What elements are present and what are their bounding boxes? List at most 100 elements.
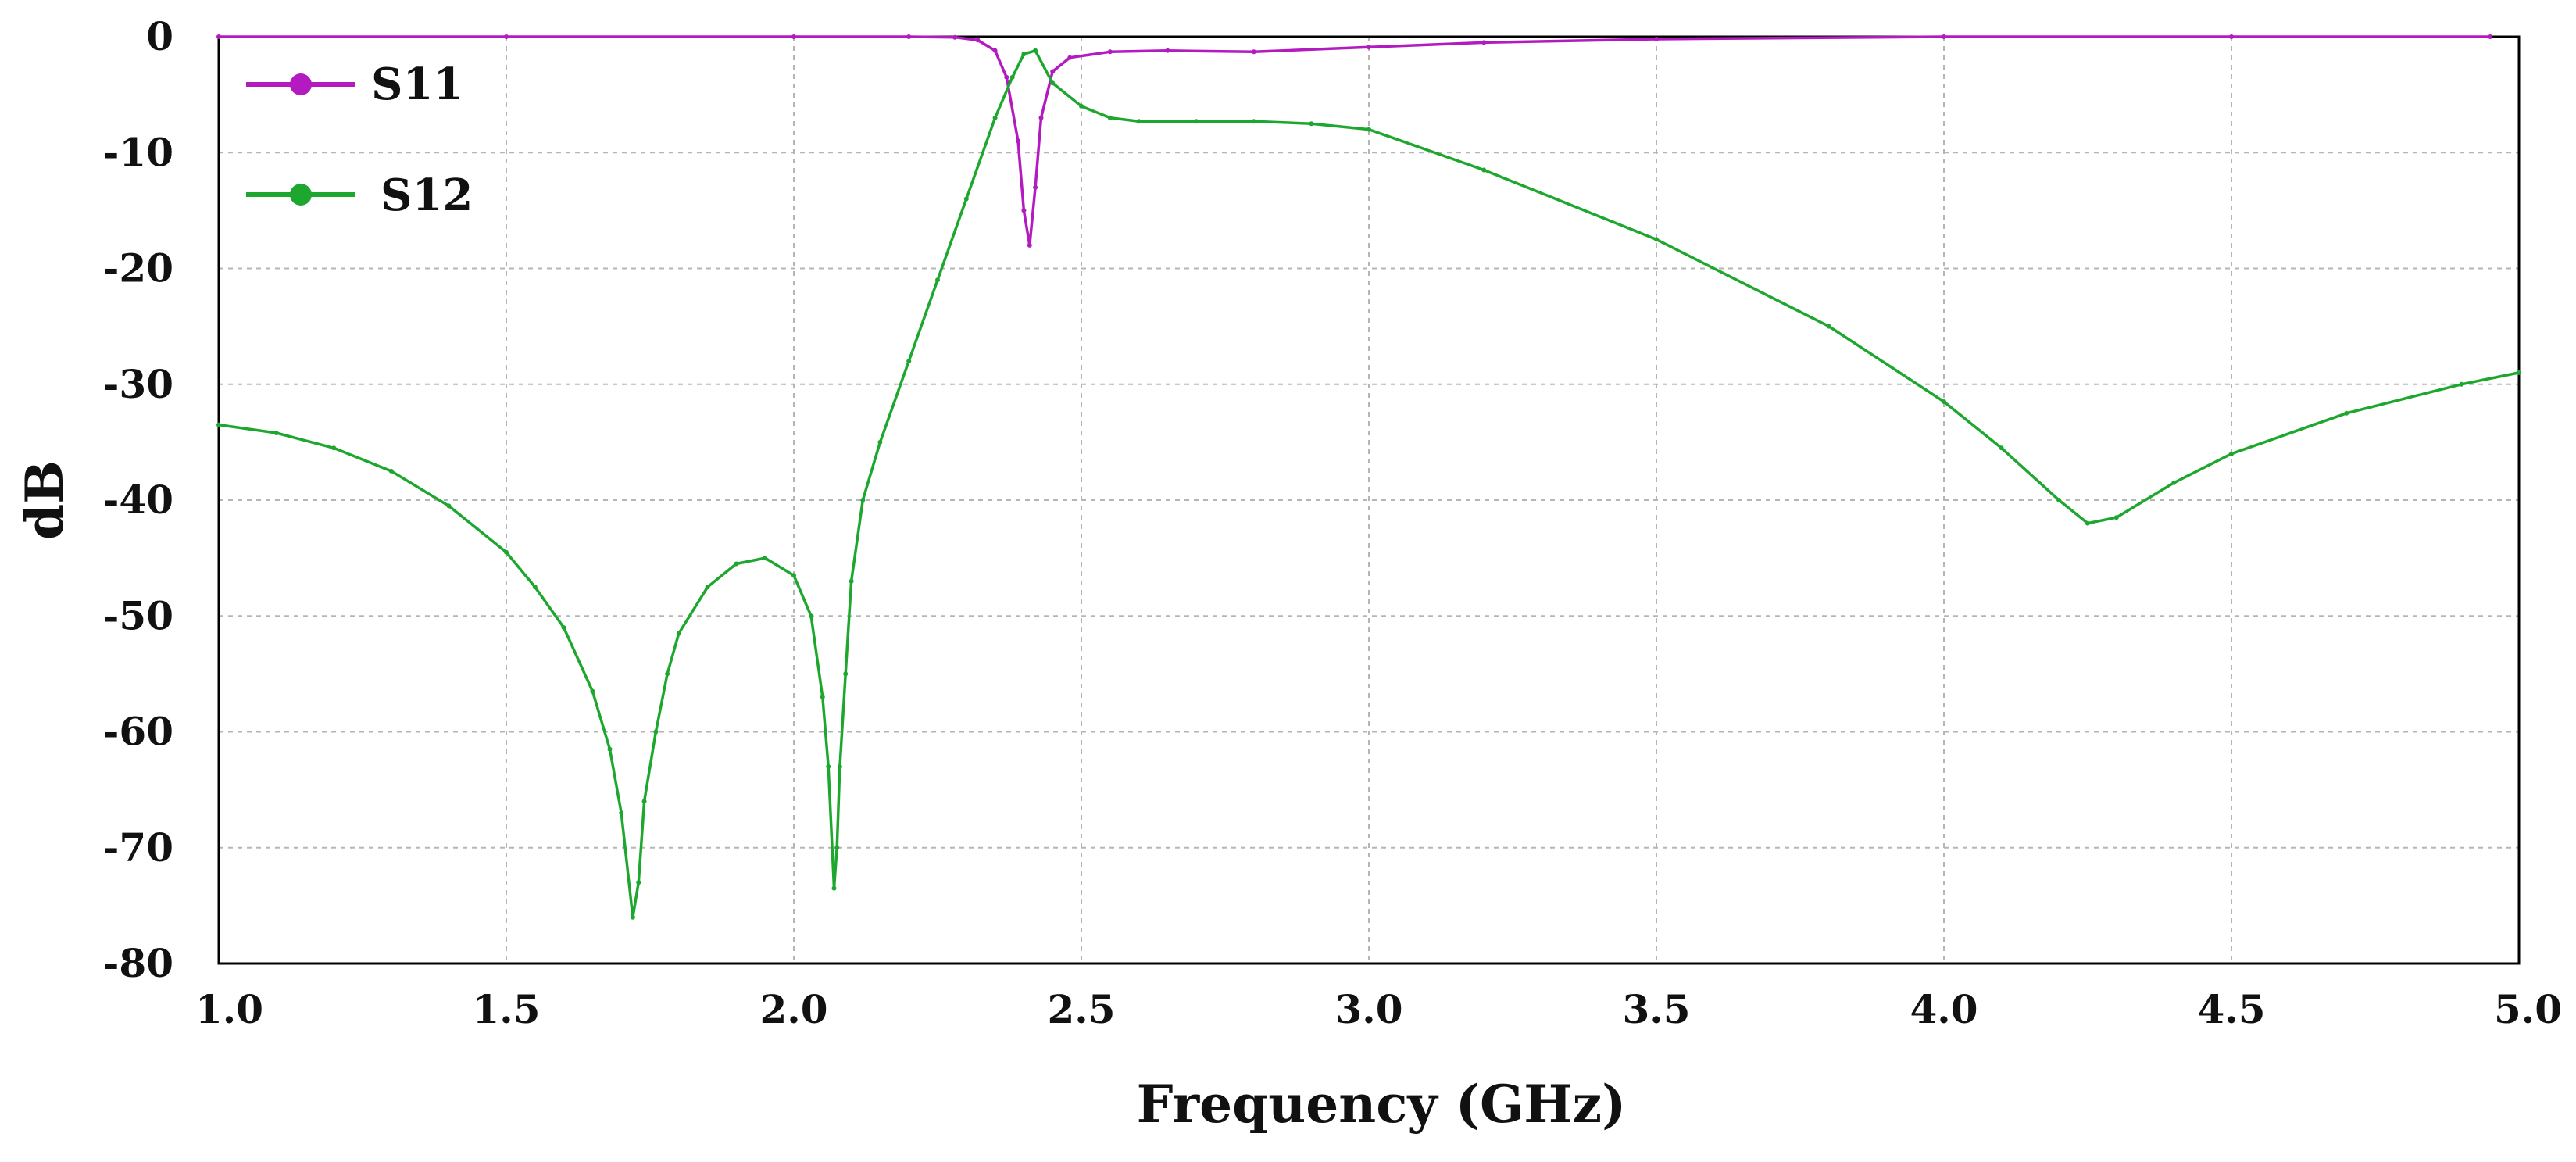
data-point-s11: [1165, 48, 1170, 53]
data-point-s12: [705, 585, 710, 590]
data-point-s12: [388, 468, 394, 474]
data-point-s12: [2517, 370, 2521, 375]
data-point-s11: [1654, 37, 1659, 41]
data-point-s11: [952, 34, 958, 40]
legend-swatch-marker-s11: [290, 73, 312, 95]
y-tick-label: -60: [103, 709, 173, 755]
data-point-s11: [1033, 184, 1038, 190]
plot-area-frame: [217, 35, 2521, 965]
data-point-s12: [1367, 127, 1371, 132]
data-point-s12: [834, 845, 840, 850]
data-point-s12: [849, 578, 854, 584]
data-point-s11: [1021, 208, 1027, 213]
data-point-s11: [1481, 40, 1487, 45]
x-tick-label: 3.5: [1623, 986, 1691, 1032]
data-point-s11: [1050, 69, 1056, 74]
data-point-s12: [831, 885, 837, 891]
y-tick-label: -80: [103, 940, 173, 986]
y-tick-label: -50: [103, 592, 173, 638]
legend: S11 S12: [246, 59, 473, 221]
data-point-s12: [826, 764, 831, 769]
data-point-s11: [992, 48, 998, 53]
x-tick-label: 4.0: [1910, 986, 1978, 1032]
data-point-s12: [676, 631, 681, 636]
data-point-s12: [1021, 52, 1027, 57]
data-point-s12: [809, 613, 814, 619]
y-tick-label: -10: [103, 129, 173, 175]
data-point-s12: [820, 695, 825, 699]
data-point-s12: [1009, 74, 1015, 80]
y-tick-label: -20: [103, 245, 173, 291]
x-tick-label: 2.5: [1048, 986, 1116, 1032]
x-tick-label: 3.0: [1335, 986, 1403, 1032]
data-point-s12: [273, 431, 279, 435]
data-point-s12: [877, 439, 883, 445]
legend-swatch-marker-s12: [290, 184, 312, 206]
x-axis-title: Frequency (GHz): [1137, 1074, 1627, 1135]
data-point-s12: [1033, 48, 1038, 53]
data-point-s12: [1079, 103, 1084, 109]
data-point-s12: [607, 746, 613, 752]
data-point-s11: [1004, 74, 1009, 80]
data-point-s11: [1016, 138, 1020, 144]
grid-lines: [219, 37, 2519, 964]
data-point-s11: [1251, 49, 1256, 55]
data-point-s12: [446, 503, 452, 509]
data-point-s12: [860, 498, 866, 502]
data-point-s12: [2344, 410, 2349, 416]
x-tick-label: 2.0: [760, 986, 828, 1032]
data-point-s12: [837, 764, 842, 769]
data-point-s11: [791, 34, 796, 39]
data-point-s12: [561, 625, 566, 631]
data-point-s11: [1027, 242, 1032, 248]
data-point-s11: [906, 34, 912, 39]
data-point-s11: [1942, 34, 1946, 39]
data-point-s12: [1942, 399, 1946, 404]
x-tick-label: 1.5: [473, 986, 541, 1032]
y-tick-label: -40: [103, 477, 173, 523]
data-point-s12: [963, 196, 969, 202]
data-point-s12: [2171, 480, 2177, 485]
legend-label-s12: S12: [381, 170, 473, 221]
data-point-s12: [1251, 119, 1256, 124]
data-point-s12: [1826, 324, 1831, 329]
y-axis-title: dB: [14, 460, 75, 540]
data-point-s12: [653, 729, 659, 735]
data-point-s12: [619, 810, 624, 816]
data-point-s12: [2113, 515, 2119, 520]
y-tick-label: -30: [103, 361, 173, 407]
data-point-s12: [1654, 237, 1659, 242]
data-point-s12: [791, 573, 796, 578]
data-point-s11: [1367, 45, 1371, 50]
data-point-s12: [2459, 381, 2464, 387]
data-point-s12: [1107, 115, 1113, 120]
data-point-s11: [216, 34, 221, 39]
data-point-s12: [1309, 121, 1314, 127]
series-line-s11: [217, 35, 2492, 247]
series-layer: [216, 34, 2521, 920]
x-tick-label: 4.5: [2198, 986, 2266, 1032]
data-point-s11: [975, 38, 981, 43]
y-axis-tick-labels: 0 -10 -20 -30 -40 -50 -60 -70 -80: [103, 13, 173, 986]
y-tick-label: -70: [103, 824, 173, 871]
legend-entry-s11: S11: [246, 59, 463, 110]
data-point-s12: [935, 277, 940, 283]
data-point-s12: [216, 422, 221, 427]
data-point-s11: [1038, 115, 1044, 120]
data-point-s12: [2085, 520, 2090, 526]
data-point-s11: [1067, 55, 1073, 60]
data-point-s12: [590, 688, 595, 694]
data-point-s12: [504, 549, 509, 555]
data-point-s12: [992, 115, 998, 120]
data-point-s12: [763, 556, 768, 561]
data-point-s12: [1194, 119, 1199, 124]
legend-label-s11: S11: [371, 59, 463, 110]
data-point-s12: [1481, 167, 1487, 173]
data-point-s12: [2229, 451, 2234, 456]
data-point-s12: [630, 914, 635, 920]
data-point-s11: [1107, 49, 1113, 55]
data-point-s12: [665, 671, 670, 677]
data-point-s12: [1136, 119, 1142, 124]
data-point-s12: [843, 671, 849, 677]
